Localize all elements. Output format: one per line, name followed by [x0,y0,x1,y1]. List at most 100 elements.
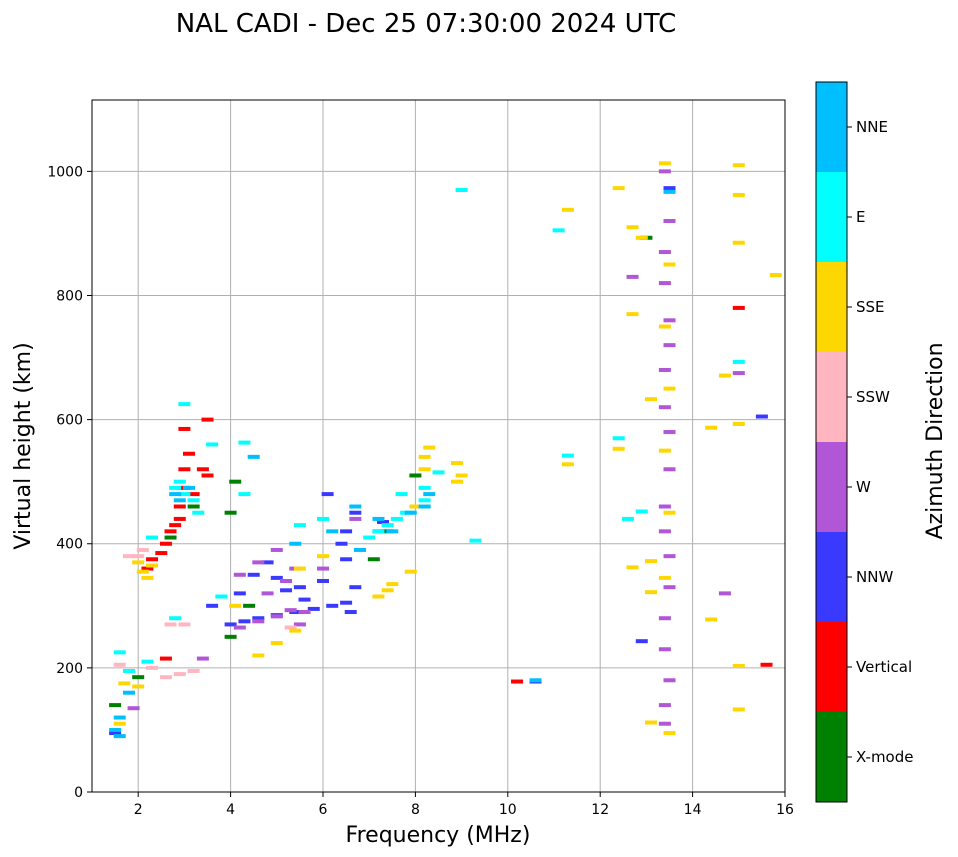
data-point-vertical [201,473,214,478]
data-point-x-mode [243,603,256,608]
data-point-e [395,492,408,497]
colorbar-category-label: E [856,208,865,226]
data-point-w [658,169,671,174]
data-point-sse [146,563,159,568]
data-point-sse [705,617,718,622]
colorbar-swatch-nnw [816,532,847,622]
x-tick-label: 12 [591,802,609,818]
data-point-vertical [178,426,191,431]
data-point-sse [404,569,417,574]
chart-title: NAL CADI - Dec 25 07:30:00 2024 UTC [176,9,676,39]
data-point-w [658,616,671,621]
data-point-e [192,510,205,515]
data-point-sse [705,425,718,430]
colorbar-swatch-sse [816,262,847,352]
data-point-nne [247,454,260,459]
colorbar-swatch-x-mode [816,712,847,802]
data-point-nnw [340,600,353,605]
data-point-e [173,479,186,484]
data-point-nnw [247,572,260,577]
data-point-vertical [169,523,182,528]
data-point-nnw [755,414,768,419]
data-point-sse [612,186,625,191]
data-point-e [169,616,182,621]
data-point-w [658,504,671,509]
data-point-nnw [252,616,265,621]
data-point-ssw [178,622,191,627]
data-point-nne [372,516,385,521]
data-point-sse [658,448,671,453]
data-point-x-mode [164,535,177,540]
data-point-e [621,516,634,521]
data-point-sse [645,559,658,564]
data-point-nne [663,189,676,194]
data-point-w [658,647,671,652]
data-point-sse [732,240,745,245]
data-point-vertical [141,566,154,571]
data-point-nne [289,541,302,546]
data-point-e [238,440,251,445]
data-point-e [455,187,468,192]
data-point-nnw [321,492,334,497]
data-point-w [658,405,671,410]
data-point-vertical [732,305,745,310]
data-point-sse [645,720,658,725]
data-point-w [658,721,671,726]
data-point-sse [645,397,658,402]
data-point-sse [141,575,154,580]
data-point-nne [404,510,417,515]
data-point-sse [732,664,745,669]
data-point-w [732,371,745,376]
data-point-nnw [344,610,357,615]
data-point-e [238,492,251,497]
data-point-sse [450,461,463,466]
data-point-nnw [317,578,329,583]
data-point-nne [349,504,362,509]
data-point-w [233,625,246,630]
x-tick-label: 10 [499,802,517,818]
data-point-w [658,367,671,372]
data-point-nne [109,727,122,732]
data-point-x-mode [187,504,200,509]
data-point-e [552,228,565,233]
data-point-e [141,659,154,664]
x-tick-label: 6 [319,802,328,818]
data-point-ssw [173,672,186,677]
data-point-sse [769,273,782,278]
data-point-nnw [326,603,339,608]
data-point-sse [663,731,676,736]
grid [92,100,786,793]
data-point-w [658,250,671,255]
x-tick-label: 8 [411,802,420,818]
data-point-nnw [224,622,237,627]
data-point-nnw [109,731,122,736]
data-point-nne [386,529,399,534]
data-point-vertical [760,662,773,667]
data-point-e [732,359,745,364]
colorbar: X-mode Vertical NNW W SSW SSE E NNE [815,81,913,803]
data-point-nne [183,485,196,490]
colorbar-category-label: Vertical [856,658,912,676]
data-point-w [663,678,676,683]
data-point-sse [561,207,574,212]
data-point-sse [626,312,639,317]
data-point-nnw [206,603,219,608]
data-point-x-mode [367,557,380,562]
data-point-nnw [238,619,251,624]
colorbar-label: Azimuth Direction [923,342,948,539]
data-point-e [317,516,329,521]
data-point-nnw [349,510,362,515]
data-point-w [658,281,671,286]
data-point-e [418,485,431,490]
data-point-sse [732,163,745,168]
data-point-ssw [146,665,159,670]
colorbar-category-label: SSW [856,388,890,406]
data-point-nnw [663,186,676,191]
data-point-sse [663,386,676,391]
data-point-vertical [159,541,172,546]
data-point-w [284,608,297,613]
data-point-vertical [155,551,168,556]
data-points [109,161,782,739]
data-point-w [196,656,209,661]
data-point-e [432,470,445,475]
